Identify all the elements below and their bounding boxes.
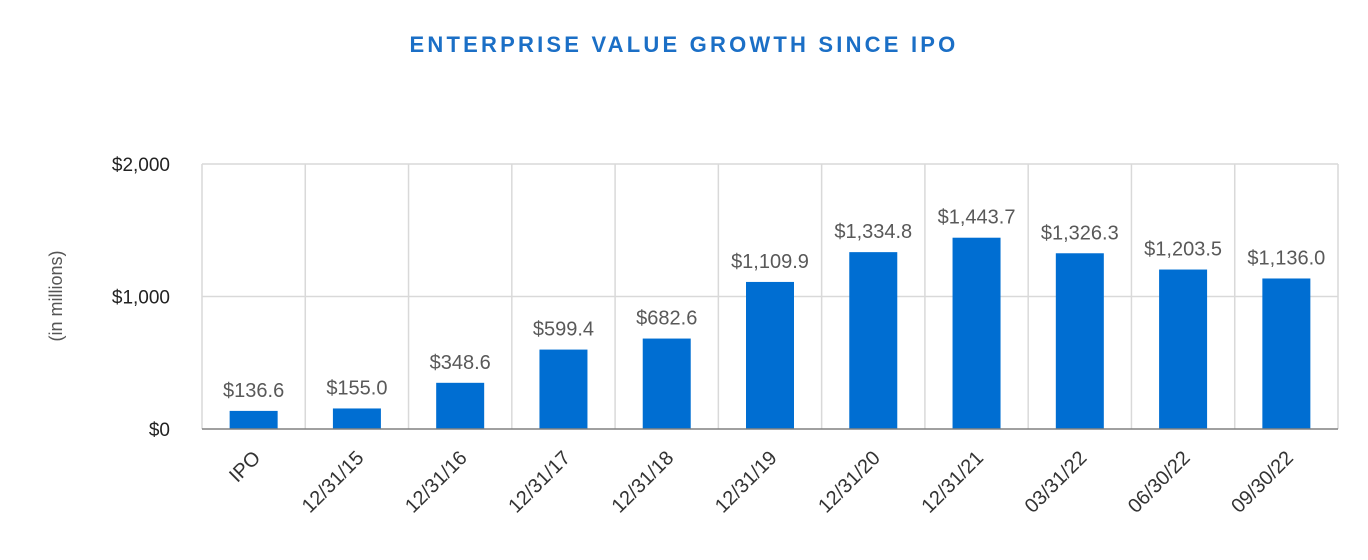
x-tick-labels: IPO 12/31/15 12/31/16 12/31/17 12/31/18 12/31… [225, 447, 1298, 518]
x-tick-label: 06/30/22 [1124, 447, 1195, 518]
data-label: $1,203.5 [1144, 239, 1222, 261]
x-tick-label: 12/31/19 [711, 447, 782, 518]
x-tick-label: 12/31/15 [298, 447, 369, 518]
data-labels: $136.6 $155.0 $348.6 $599.4 $682.6 $1,109.9 $1… [223, 207, 1325, 402]
bar [1262, 278, 1311, 429]
bar [642, 338, 691, 429]
bars [229, 237, 1311, 429]
data-label: $1,334.8 [834, 221, 912, 243]
x-tick-label: 03/31/22 [1021, 447, 1092, 518]
data-label: $136.6 [223, 380, 284, 402]
x-tick-label: 12/31/17 [504, 447, 575, 518]
y-tick-labels: $0 $1,000 $2,000 [112, 155, 170, 441]
data-label: $599.4 [533, 319, 594, 341]
bar [746, 281, 794, 429]
data-label: $348.6 [430, 352, 491, 374]
y-tick-label: $2,000 [112, 155, 170, 176]
data-label: $1,443.7 [938, 207, 1016, 229]
bar [539, 349, 588, 429]
x-tick-label: IPO [225, 447, 265, 487]
x-tick-label: 09/30/22 [1227, 447, 1298, 518]
data-label: $682.6 [636, 308, 697, 330]
bar [952, 237, 1001, 429]
y-tick-label: $0 [149, 420, 170, 441]
bar [1159, 269, 1208, 429]
y-axis-label: (in millions) [46, 250, 66, 341]
y-tick-label: $1,000 [112, 288, 170, 309]
gridlines [201, 163, 1339, 429]
bar [229, 410, 278, 429]
bar [1055, 253, 1104, 429]
chart-title: ENTERPRISE VALUE GROWTH SINCE IPO [410, 32, 959, 57]
x-tick-label: 12/31/20 [814, 447, 885, 518]
bar [436, 382, 485, 429]
data-label: $1,326.3 [1041, 222, 1119, 244]
x-tick-label: 12/31/21 [917, 447, 988, 518]
data-label: $1,136.0 [1247, 247, 1325, 269]
bar [332, 408, 381, 429]
data-label: $1,109.9 [731, 251, 809, 273]
bar [849, 252, 898, 429]
x-tick-label: 12/31/16 [401, 447, 472, 518]
x-tick-label: 12/31/18 [608, 447, 679, 518]
data-label: $155.0 [326, 377, 387, 399]
